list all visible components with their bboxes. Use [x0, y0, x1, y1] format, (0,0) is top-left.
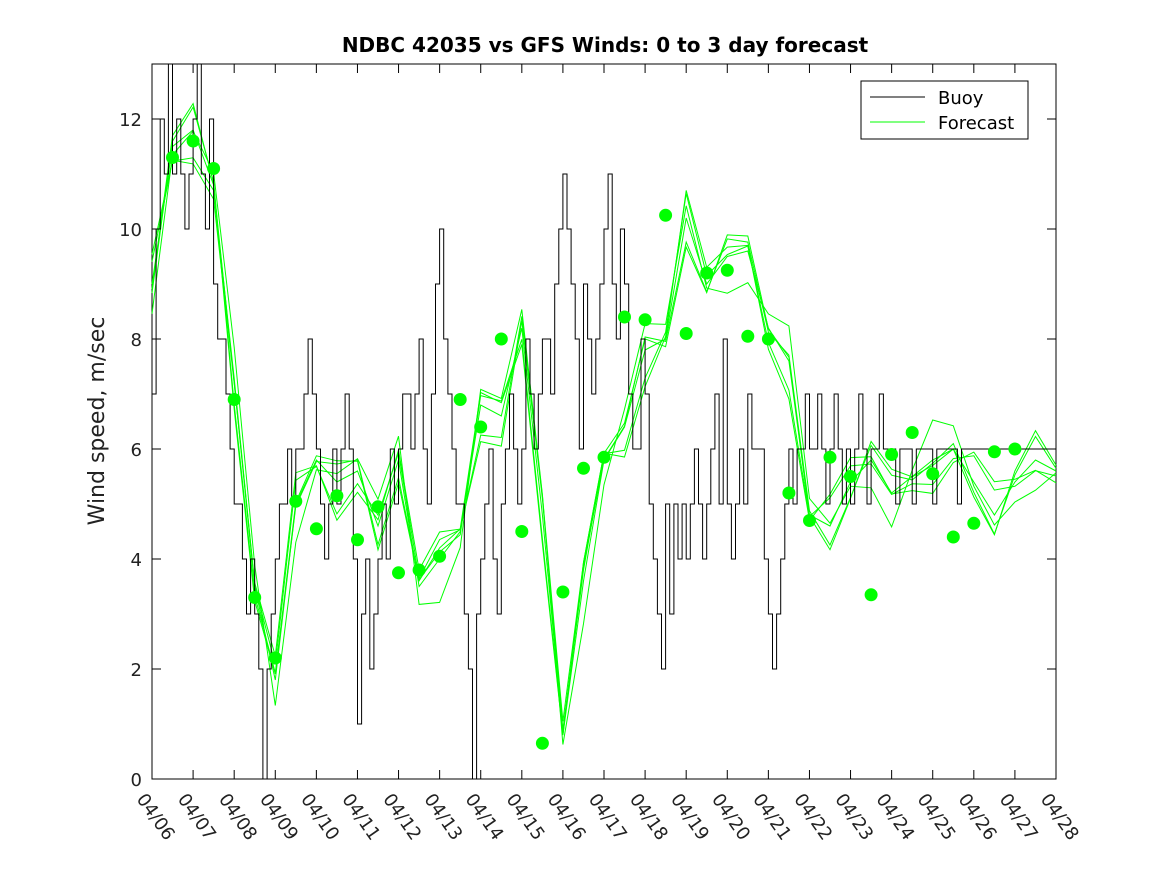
forecast-marker — [330, 489, 344, 503]
forecast-marker — [659, 208, 673, 222]
forecast-marker — [494, 332, 508, 346]
forecast-marker — [679, 327, 693, 340]
forecast-marker — [289, 494, 303, 508]
forecast-marker — [453, 393, 467, 406]
forecast-marker — [556, 585, 570, 599]
forecast-marker — [309, 522, 323, 536]
chart-title: NDBC 42035 vs GFS Winds: 0 to 3 day fore… — [342, 33, 869, 57]
y-tick-label: 6 — [131, 440, 142, 461]
forecast-marker — [207, 162, 221, 175]
forecast-marker — [474, 420, 488, 434]
y-axis-label: Wind speed, m/sec — [85, 317, 110, 526]
forecast-marker — [761, 332, 775, 346]
forecast-marker — [248, 591, 262, 604]
forecast-marker — [905, 426, 919, 439]
y-tick-label: 8 — [131, 330, 142, 351]
forecast-marker — [885, 448, 899, 461]
y-tick-label: 12 — [119, 110, 142, 131]
forecast-line-4 — [151, 130, 1057, 745]
forecast-marker — [186, 134, 200, 148]
y-tick-label: 2 — [131, 660, 142, 681]
forecast-marker — [967, 516, 981, 530]
legend: Buoy Forecast — [860, 80, 1029, 140]
forecast-marker — [844, 470, 857, 483]
forecast-marker — [700, 266, 714, 280]
forecast-marker — [926, 467, 940, 481]
forecast-markers-layer — [166, 134, 1022, 750]
forecast-marker — [597, 450, 611, 464]
forecast-marker — [351, 533, 364, 547]
forecast-marker — [535, 736, 549, 750]
forecast-marker — [618, 310, 631, 324]
forecast-marker — [268, 651, 282, 665]
forecast-marker — [987, 445, 1001, 459]
legend-forecast-label: Forecast — [938, 113, 1014, 134]
forecast-marker — [392, 566, 405, 580]
forecast-marker — [782, 486, 796, 500]
forecast-marker — [1008, 442, 1022, 456]
forecast-marker — [515, 525, 529, 538]
legend-buoy-label: Buoy — [938, 88, 984, 109]
forecast-marker — [412, 563, 426, 577]
forecast-marker — [638, 313, 652, 327]
forecast-marker — [227, 393, 241, 406]
forecast-marker — [741, 329, 755, 343]
forecast-marker — [720, 263, 734, 277]
forecast-marker — [864, 588, 878, 602]
forecast-marker — [577, 461, 590, 475]
forecast-marker — [803, 514, 816, 527]
y-tick-label: 4 — [131, 550, 142, 571]
forecast-marker — [433, 549, 447, 563]
y-tick-label: 0 — [131, 770, 142, 791]
y-tick-label: 10 — [119, 220, 142, 241]
legend-box — [860, 80, 1029, 140]
forecast-marker — [946, 530, 960, 544]
forecast-marker — [166, 151, 179, 164]
forecast-marker — [371, 500, 385, 514]
forecast-marker — [823, 450, 837, 464]
plot-area — [151, 63, 1057, 780]
